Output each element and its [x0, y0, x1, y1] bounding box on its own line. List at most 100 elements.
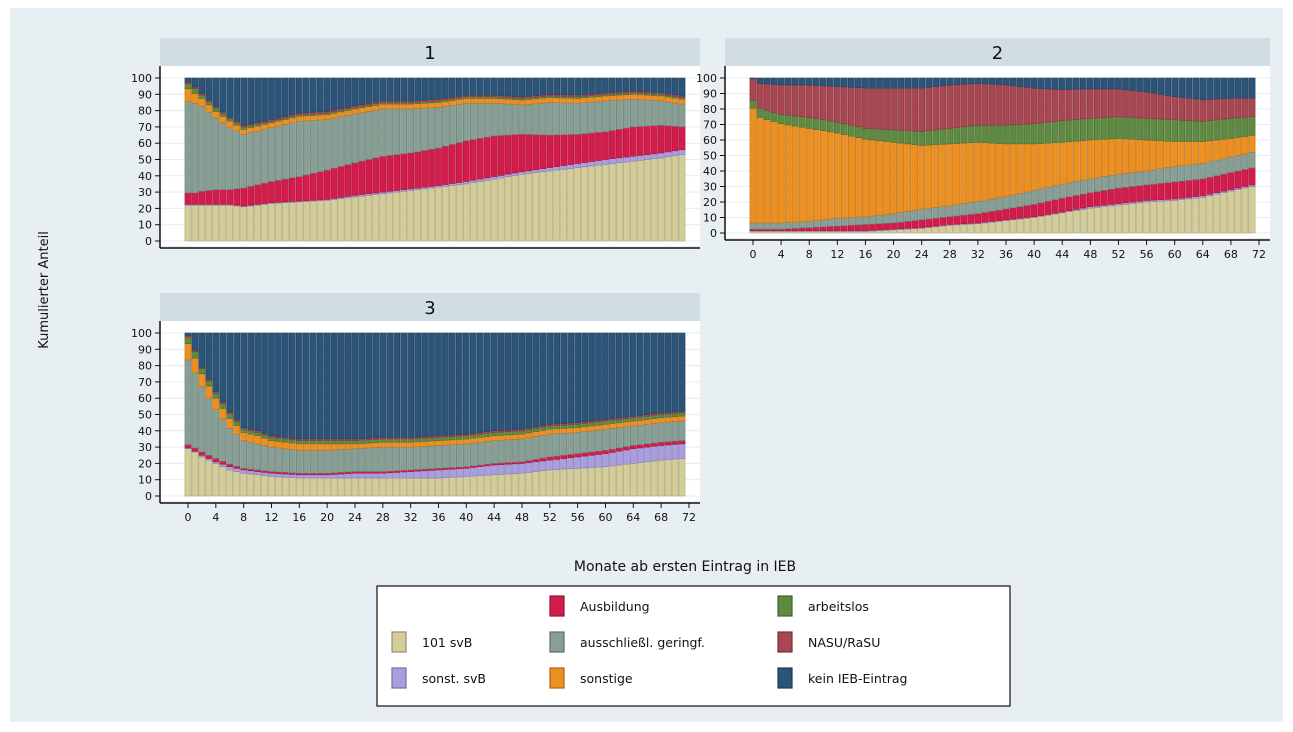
bar-segment-nasu-rasu: [1086, 88, 1094, 119]
bar-segment-101-svb: [1220, 192, 1228, 234]
bar-segment-ausschliessl-geringf: [309, 450, 317, 474]
y-tick-label: 40: [703, 165, 717, 178]
bar-segment-sonstige: [400, 103, 408, 110]
bar-segment-sonst-svb: [372, 472, 380, 479]
bar-segment-kein-ieb-eintrag: [1023, 77, 1031, 88]
bar-segment-ausschliessl-geringf: [671, 102, 679, 127]
y-tick-label: 0: [710, 227, 717, 240]
bar-segment-101-svb: [1093, 207, 1101, 234]
bar-segment-kein-ieb-eintrag: [798, 77, 806, 86]
bar-segment-kein-ieb-eintrag: [1086, 77, 1094, 90]
bar-segment-sonstige: [358, 443, 366, 449]
bar-segment-kein-ieb-eintrag: [1206, 77, 1214, 100]
x-axis-label: Monate ab ersten Eintrag in IEB: [574, 559, 796, 575]
bar-segment-ausschliessl-geringf: [421, 445, 428, 470]
bar-segment-sonst-svb: [532, 461, 540, 472]
legend-swatch: [549, 631, 565, 653]
bar-segment-ausbildung: [588, 132, 595, 162]
bar-segment-ausbildung: [393, 154, 401, 191]
bar-segment-ausschliessl-geringf: [212, 117, 220, 190]
bar-segment-kein-ieb-eintrag: [288, 77, 296, 115]
bar-segment-kein-ieb-eintrag: [435, 332, 442, 436]
bar-segment-kein-ieb-eintrag: [532, 332, 540, 428]
bar-segment-arbeitslos: [918, 131, 926, 146]
bar-segment-101-svb: [351, 196, 359, 242]
bar-segment-ausbildung: [1227, 172, 1235, 190]
bar-segment-kein-ieb-eintrag: [421, 332, 428, 437]
bar-segment-101-svb: [288, 201, 296, 242]
bar-segment-kein-ieb-eintrag: [932, 77, 940, 87]
bar-segment-101-svb: [1129, 203, 1136, 234]
bar-segment-kein-ieb-eintrag: [428, 77, 435, 100]
bar-segment-ausschliessl-geringf: [1129, 172, 1136, 187]
bar-segment-ausschliessl-geringf: [184, 101, 192, 194]
bar-segment-kein-ieb-eintrag: [629, 332, 637, 417]
bar-segment-nasu-rasu: [1058, 89, 1066, 121]
bar-segment-101-svb: [602, 164, 609, 242]
bar-segment-sonst-svb: [469, 467, 477, 477]
bar-segment-101-svb: [636, 160, 644, 242]
bar-segment-kein-ieb-eintrag: [855, 77, 862, 88]
bar-segment-kein-ieb-eintrag: [1093, 77, 1101, 90]
bar-segment-ausbildung: [191, 192, 199, 205]
bar-segment-101-svb: [511, 175, 519, 242]
bar-segment-sonstige: [1206, 140, 1214, 162]
y-tick-label: 90: [138, 88, 152, 101]
bar-segment-sonstige: [407, 441, 415, 448]
bar-segment-101-svb: [358, 477, 366, 497]
bar-segment-sonst-svb: [483, 465, 491, 476]
bar-segment-sonstige: [469, 98, 477, 104]
bar-segment-nasu-rasu: [805, 84, 813, 118]
bar-segment-kein-ieb-eintrag: [636, 332, 644, 416]
bar-segment-ausschliessl-geringf: [400, 446, 408, 471]
bar-segment-kein-ieb-eintrag: [428, 332, 435, 437]
bar-segment-101-svb: [678, 458, 686, 497]
figure: Kumulierter Anteil Monate ab ersten Eint…: [10, 8, 1283, 722]
bar-segment-101-svb: [539, 470, 547, 497]
bar-segment-sonstige: [351, 443, 359, 450]
bar-segment-ausschliessl-geringf: [622, 99, 630, 129]
bar-segment-arbeitslos: [657, 414, 665, 419]
bar-segment-sonstige: [546, 428, 554, 435]
bar-segment-ausbildung: [546, 134, 554, 168]
bar-segment-ausbildung: [226, 189, 234, 205]
bar-segment-arbeitslos: [671, 413, 679, 417]
bar-segment-nasu-rasu: [953, 84, 961, 128]
bar-segment-kein-ieb-eintrag: [330, 77, 338, 111]
legend-item-arbeitslos: arbeitslos: [777, 595, 869, 617]
bar-segment-ausbildung: [650, 125, 658, 155]
bar-segment-sonstige: [435, 102, 442, 108]
bar-segment-101-svb: [678, 154, 686, 242]
bar-segment-arbeitslos: [261, 434, 268, 439]
bar-segment-kein-ieb-eintrag: [525, 77, 533, 97]
bar-segment-arbeitslos: [1009, 124, 1017, 145]
bar-segment-ausbildung: [379, 155, 387, 193]
bar-segment-sonst-svb: [553, 166, 561, 171]
bar-segment-arbeitslos: [226, 413, 234, 419]
bar-segment-sonst-svb: [275, 473, 282, 478]
bar-segment-arbeitslos: [847, 124, 855, 137]
bar-segment-arbeitslos: [1030, 123, 1038, 145]
bar-segment-ausschliessl-geringf: [1093, 177, 1101, 192]
bar-segment-nasu-rasu: [1044, 88, 1052, 123]
bar-segment-ausschliessl-geringf: [379, 108, 387, 157]
bar-segment-nasu-rasu: [981, 83, 989, 126]
bar-segment-101-svb: [883, 229, 890, 234]
bar-segment-101-svb: [525, 173, 533, 242]
bar-segment-kein-ieb-eintrag: [671, 332, 679, 413]
bar-segment-101-svb: [1241, 187, 1249, 234]
bar-segment-arbeitslos: [939, 128, 947, 145]
bar-segment-kein-ieb-eintrag: [414, 332, 421, 438]
bar-segment-ausbildung: [1044, 200, 1052, 215]
bar-segment-ausbildung: [664, 441, 672, 446]
bar-segment-arbeitslos: [1192, 120, 1200, 142]
bar-segment-101-svb: [240, 472, 248, 497]
bar-segment-101-svb: [560, 468, 568, 497]
bar-segment-arbeitslos: [974, 124, 982, 143]
bar-segment-arbeitslos: [588, 422, 595, 427]
bar-segment-sonstige: [400, 441, 408, 448]
bar-segment-sonst-svb: [462, 467, 470, 477]
bar-segment-kein-ieb-eintrag: [622, 77, 630, 92]
